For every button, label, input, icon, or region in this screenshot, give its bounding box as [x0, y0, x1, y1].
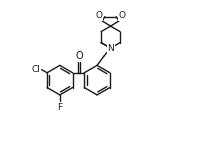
Text: O: O — [95, 11, 102, 20]
Text: O: O — [119, 11, 126, 20]
Text: Cl: Cl — [31, 65, 40, 74]
Text: N: N — [107, 44, 114, 53]
Text: F: F — [57, 103, 62, 112]
Text: O: O — [76, 51, 83, 61]
